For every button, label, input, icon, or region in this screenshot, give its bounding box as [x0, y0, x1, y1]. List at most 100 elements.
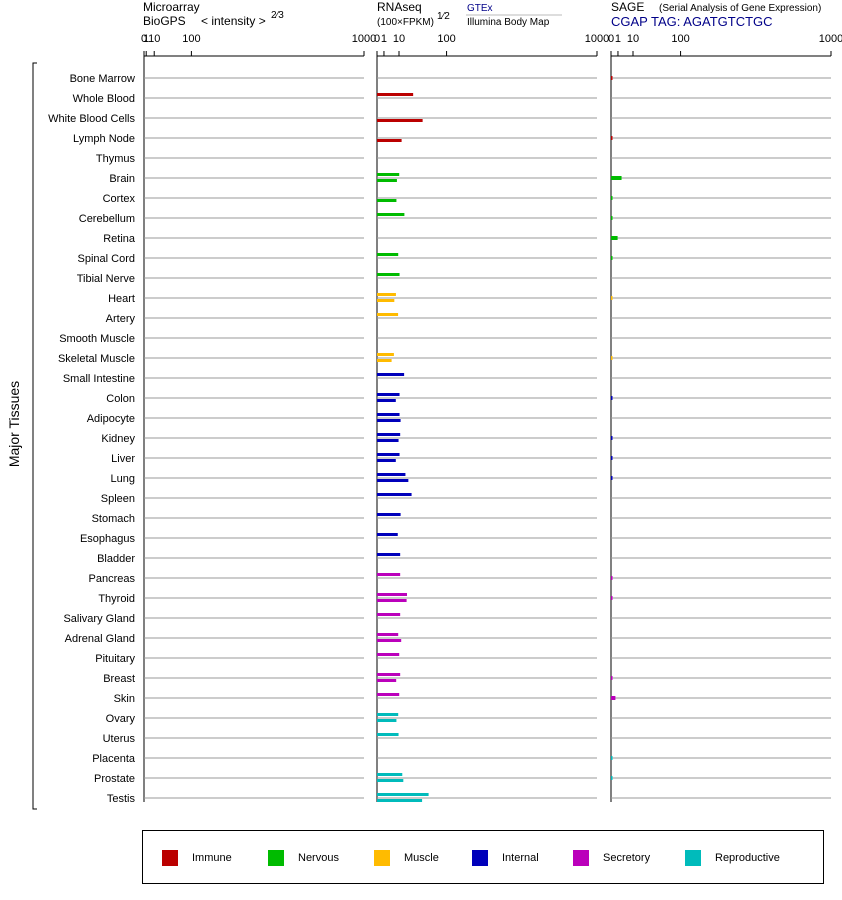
tissue-label-skeletal-muscle: Skeletal Muscle	[58, 353, 135, 365]
microarray-tick-label-10: 10	[148, 33, 160, 45]
bar-sage-lymph-node	[611, 136, 613, 140]
bar-ibm-lung	[377, 479, 409, 482]
rnaseq-unit: (100×FPKM)	[377, 17, 434, 28]
bar-ibm-kidney	[377, 439, 399, 442]
bar-gtex-adipocyte	[377, 413, 400, 416]
tissue-label-bladder: Bladder	[97, 553, 135, 565]
bar-ibm-prostate	[377, 779, 404, 782]
sage-tick-label-100: 100	[671, 33, 689, 45]
sage-subtitle: (Serial Analysis of Gene Expression)	[659, 3, 821, 14]
gtex-label: GTEx	[467, 3, 493, 14]
tissue-label-uterus: Uterus	[103, 733, 136, 745]
bar-gtex-tibial-nerve	[377, 273, 400, 276]
bar-gtex-uterus	[377, 733, 399, 736]
tissue-label-esophagus: Esophagus	[80, 533, 136, 545]
bar-gtex-colon	[377, 393, 400, 396]
bar-ibm-colon	[377, 399, 396, 402]
tissue-label-bone-marrow: Bone Marrow	[70, 73, 135, 85]
bar-gtex-kidney	[377, 433, 401, 436]
bar-gtex-adrenal-gland	[377, 633, 399, 636]
tissue-label-heart: Heart	[108, 293, 135, 305]
bar-gtex-artery	[377, 313, 399, 316]
bar-sage-prostate	[611, 776, 613, 780]
tissue-label-adrenal-gland: Adrenal Gland	[65, 633, 135, 645]
tissue-label-small-intestine: Small Intestine	[63, 373, 135, 385]
bar-sage-colon	[611, 396, 613, 400]
rnaseq-title: RNAseq	[377, 0, 422, 14]
bar-gtex-testis	[377, 793, 429, 796]
legend-label-internal: Internal	[502, 852, 539, 864]
bar-gtex-bladder	[377, 553, 401, 556]
legend-label-muscle: Muscle	[404, 852, 439, 864]
legend-swatch-muscle	[374, 850, 390, 866]
sage-tick-label-0: 0	[608, 33, 614, 45]
bar-gtex-heart	[377, 293, 396, 296]
tissue-label-white-blood-cells: White Blood Cells	[48, 113, 135, 125]
legend-swatch-internal	[472, 850, 488, 866]
bar-sage-cerebellum	[611, 216, 613, 220]
bar-gtex-ovary	[377, 713, 399, 716]
rnaseq-tick-label-1: 1	[381, 33, 387, 45]
sage-tick-label-1: 1	[615, 33, 621, 45]
tissue-label-liver: Liver	[111, 453, 135, 465]
tissue-labels-layer: Bone Marrow Whole Blood White Blood Cells L…	[48, 73, 136, 805]
legend-swatch-secretory	[573, 850, 589, 866]
tissue-label-whole-blood: Whole Blood	[73, 93, 135, 105]
bar-ibm-cortex	[377, 199, 397, 202]
bar-ibm-white-blood-cells	[377, 119, 423, 122]
bar-sage-lung	[611, 476, 613, 480]
bar-sage-thyroid	[611, 596, 613, 600]
bar-gtex-esophagus	[377, 533, 398, 536]
y-group-label: Major Tissues	[6, 381, 22, 467]
bar-gtex-thyroid	[377, 593, 408, 596]
tissue-label-testis: Testis	[107, 793, 136, 805]
tissue-label-stomach: Stomach	[92, 513, 135, 525]
bar-sage-liver	[611, 456, 613, 460]
bar-ibm-skeletal-muscle	[377, 359, 392, 362]
tissue-label-ovary: Ovary	[106, 713, 136, 725]
microarray-tick-label-0: 0	[141, 33, 147, 45]
bar-ibm-lymph-node	[377, 139, 402, 142]
legend-swatch-reproductive	[685, 850, 701, 866]
bar-sage-heart	[611, 296, 613, 300]
legend-item-immune: Immune	[162, 850, 232, 866]
microarray-subtitle: BioGPS	[143, 14, 186, 28]
tissue-label-colon: Colon	[106, 393, 135, 405]
rnaseq-tick-label-1000: 1000	[585, 33, 609, 45]
microarray-exponent: 2⁄3	[271, 10, 284, 21]
bar-gtex-pituitary	[377, 653, 400, 656]
microarray-unit: < intensity >	[201, 14, 266, 28]
microarray-tick-label-1: 1	[143, 33, 149, 45]
tissue-label-skin: Skin	[114, 693, 135, 705]
tissue-label-placenta: Placenta	[92, 753, 136, 765]
sage-title: SAGE	[611, 0, 644, 14]
bar-ibm-brain	[377, 179, 397, 182]
tissue-label-thyroid: Thyroid	[98, 593, 135, 605]
tissue-label-pancreas: Pancreas	[89, 573, 136, 585]
tissue-label-kidney: Kidney	[101, 433, 135, 445]
bar-ibm-testis	[377, 799, 423, 802]
rnaseq-tick-label-10: 10	[393, 33, 405, 45]
bar-sage-spinal-cord	[611, 256, 613, 260]
bar-sage-skin	[611, 696, 616, 700]
bar-ibm-adipocyte	[377, 419, 401, 422]
illumina-body-map-label: Illumina Body Map	[467, 17, 550, 28]
tissue-label-spinal-cord: Spinal Cord	[78, 253, 135, 265]
tissue-label-pituitary: Pituitary	[95, 653, 135, 665]
bar-sage-cortex	[611, 196, 613, 200]
bar-gtex-pancreas	[377, 573, 401, 576]
legend-swatch-immune	[162, 850, 178, 866]
bar-gtex-salivary-gland	[377, 613, 401, 616]
bar-ibm-adrenal-gland	[377, 639, 402, 642]
tissue-label-cerebellum: Cerebellum	[79, 213, 135, 225]
bar-sage-kidney	[611, 436, 613, 440]
bar-gtex-liver	[377, 453, 400, 456]
tissue-bracket	[32, 62, 37, 810]
bar-gtex-spinal-cord	[377, 253, 399, 256]
tissue-label-retina: Retina	[103, 233, 136, 245]
bar-sage-brain	[611, 176, 622, 180]
bar-gtex-prostate	[377, 773, 403, 776]
microarray-tick-label-1000: 1000	[352, 33, 376, 45]
bar-gtex-breast	[377, 673, 401, 676]
